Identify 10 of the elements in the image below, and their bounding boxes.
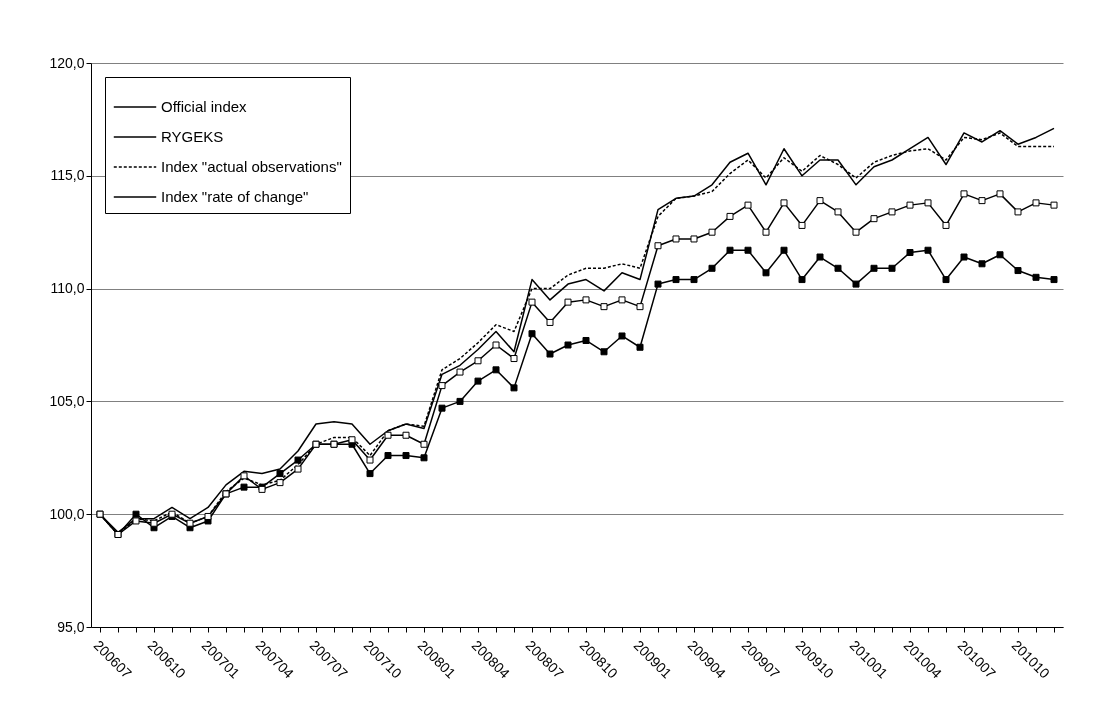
y-tick-label: 100,0 [49, 505, 85, 522]
legend-label: Official index [161, 98, 248, 115]
legend-label: RYGEKS [161, 128, 224, 145]
y-tick-label: 115,0 [50, 167, 85, 184]
legend-label: Index "actual observations" [161, 158, 342, 175]
y-tick-label: 95,0 [57, 618, 85, 635]
legend-label: Index "rate of change" [161, 188, 309, 205]
y-tick-label: 110,0 [50, 280, 85, 297]
y-tick-label: 120,0 [49, 54, 85, 71]
y-tick-label: 105,0 [49, 392, 85, 409]
